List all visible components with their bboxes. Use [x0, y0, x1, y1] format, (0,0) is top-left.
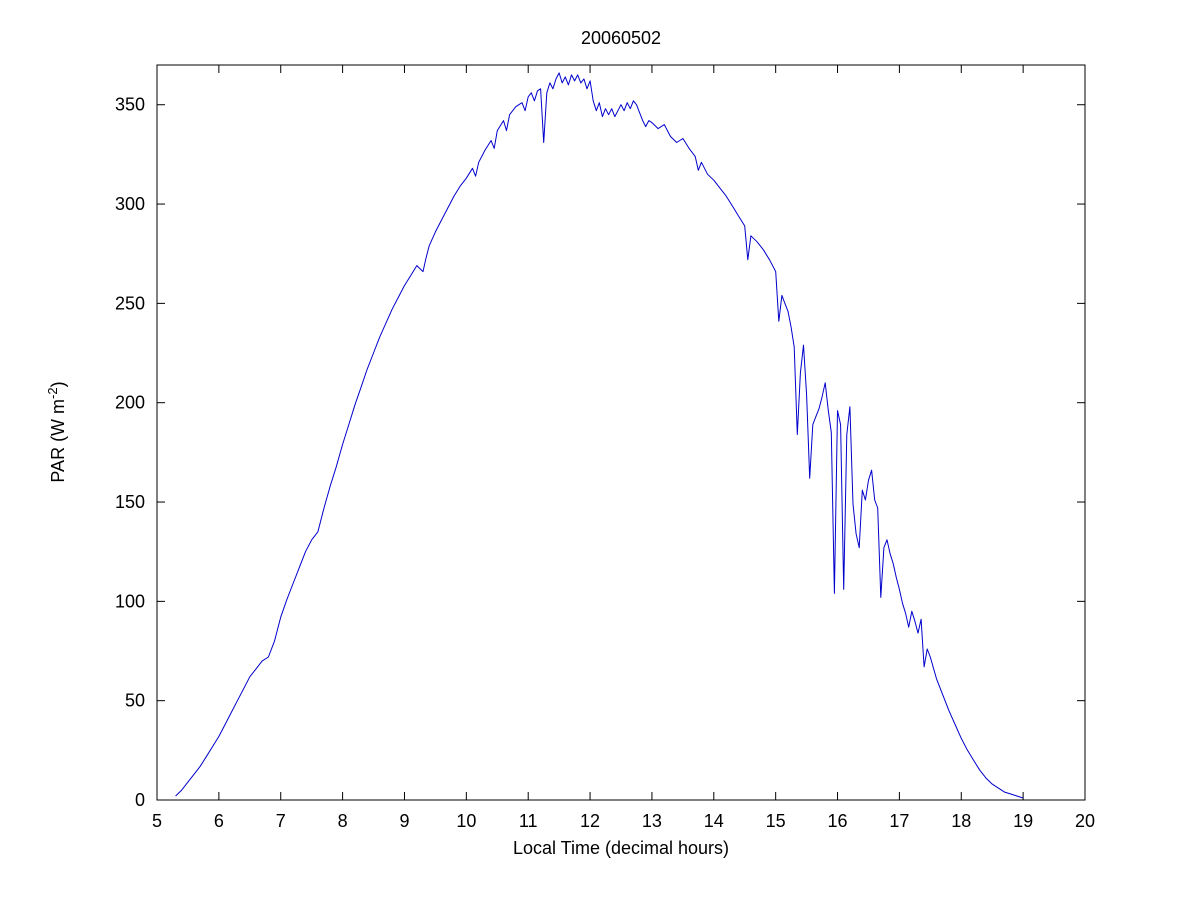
svg-text:11: 11	[519, 811, 538, 831]
svg-text:13: 13	[642, 811, 662, 831]
svg-text:6: 6	[214, 811, 224, 831]
y-axis-label: PAR (W m-2)	[45, 381, 69, 482]
svg-text:16: 16	[828, 811, 848, 831]
svg-text:8: 8	[338, 811, 348, 831]
y-axis-label-main: PAR (W m	[48, 398, 68, 483]
chart-title: 20060502	[580, 28, 662, 48]
svg-text:0: 0	[135, 790, 145, 810]
svg-text:5: 5	[152, 811, 162, 831]
svg-text:7: 7	[276, 811, 286, 831]
svg-text:100: 100	[115, 591, 145, 611]
svg-text:15: 15	[766, 811, 786, 831]
svg-text:20: 20	[1075, 811, 1095, 831]
svg-text:12: 12	[580, 811, 600, 831]
x-axis-label: Local Time (decimal hours)	[512, 838, 730, 858]
y-axis-label-exponent: -2	[45, 387, 60, 399]
svg-text:150: 150	[115, 492, 145, 512]
svg-text:9: 9	[399, 811, 409, 831]
svg-text:17: 17	[889, 811, 909, 831]
svg-text:350: 350	[115, 95, 145, 115]
svg-text:19: 19	[1013, 811, 1033, 831]
svg-text:50: 50	[125, 691, 145, 711]
svg-text:300: 300	[115, 194, 145, 214]
y-axis-label-close: )	[48, 381, 68, 388]
svg-text:10: 10	[456, 811, 476, 831]
svg-text:200: 200	[115, 393, 145, 413]
svg-text:18: 18	[951, 811, 971, 831]
svg-text:14: 14	[704, 811, 724, 831]
svg-text:250: 250	[115, 293, 145, 313]
